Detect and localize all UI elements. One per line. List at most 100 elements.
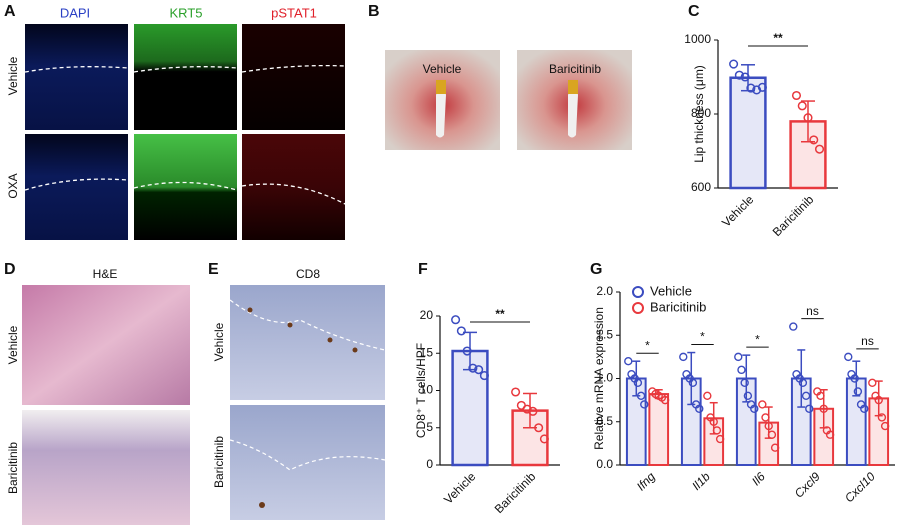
- panel-letter: F: [418, 261, 428, 278]
- y-tick-label: 1.0: [596, 371, 613, 385]
- ihc-images: [229, 285, 386, 520]
- data-point: [528, 406, 538, 416]
- data-point: [456, 326, 466, 336]
- data-point: [767, 430, 777, 439]
- data-point: [877, 413, 887, 422]
- x-tick-label: Il6: [749, 469, 768, 488]
- data-point: [816, 391, 825, 400]
- fluorescence-images: [24, 24, 346, 240]
- significance-label: *: [700, 330, 705, 344]
- x-tick-label: Il1b: [689, 469, 713, 493]
- data-point: [757, 82, 767, 92]
- column-label: DAPI: [60, 5, 90, 20]
- data-point: [825, 430, 835, 439]
- data-point: [853, 387, 863, 396]
- data-point: [750, 404, 759, 413]
- significance-label: ns: [861, 334, 874, 348]
- data-point: [789, 322, 798, 331]
- x-tick-label: Cxcl10: [842, 469, 878, 505]
- mouse-photos: [385, 50, 632, 150]
- data-point: [746, 83, 756, 93]
- significance-label: **: [773, 31, 783, 45]
- data-point: [803, 113, 813, 123]
- x-tick-label: Cxcl9: [792, 469, 823, 500]
- data-point: [743, 391, 753, 400]
- data-point: [797, 101, 807, 111]
- panel-title: H&E: [93, 267, 118, 281]
- y-tick-label: 1.5: [596, 327, 613, 341]
- data-point: [712, 426, 722, 435]
- data-point: [734, 70, 744, 80]
- data-point: [868, 378, 877, 388]
- bar: [648, 393, 670, 467]
- legend-marker: [632, 286, 644, 298]
- legend-label: Baricitinib: [650, 299, 706, 314]
- data-point: [468, 363, 478, 373]
- data-point: [734, 352, 743, 362]
- panel-letter: A: [4, 3, 16, 20]
- data-point: [805, 404, 814, 413]
- y-tick-label: 1000: [684, 32, 711, 46]
- data-point: [703, 391, 712, 400]
- data-point: [729, 59, 739, 69]
- data-point: [715, 434, 725, 444]
- row-label: Baricitinib: [6, 442, 20, 494]
- x-tick-label: Vehicle: [719, 192, 756, 229]
- data-point: [479, 371, 489, 381]
- significance-label: ns: [806, 304, 819, 318]
- x-tick-label: Baricitinib: [770, 192, 817, 239]
- data-point: [770, 443, 780, 452]
- y-tick-label: 2.0: [596, 284, 613, 298]
- data-point: [737, 365, 746, 375]
- histology-images: [22, 285, 190, 525]
- y-tick-label: 20: [420, 308, 434, 322]
- data-point: [511, 387, 521, 397]
- data-point: [462, 346, 472, 356]
- data-point: [761, 413, 770, 422]
- y-tick-label: 5: [426, 420, 433, 434]
- x-tick-label: Vehicle: [441, 469, 478, 506]
- data-point: [539, 434, 549, 444]
- y-tick-label: 15: [420, 345, 434, 359]
- row-label: Vehicle: [212, 322, 226, 361]
- y-tick-label: 0: [426, 457, 433, 471]
- data-point: [695, 404, 704, 413]
- row-label: Vehicle: [6, 325, 20, 364]
- data-point: [660, 395, 670, 405]
- data-point: [688, 378, 698, 388]
- data-point: [819, 404, 828, 413]
- column-label: KRT5: [170, 5, 203, 20]
- row-label: OXA: [6, 173, 20, 198]
- data-point: [740, 378, 749, 388]
- data-point: [874, 395, 883, 405]
- x-tick-label: Baricitinib: [492, 469, 539, 516]
- data-point: [814, 144, 825, 154]
- panel-letter: C: [688, 3, 700, 20]
- data-point: [636, 391, 646, 400]
- y-tick-label: 800: [691, 106, 711, 120]
- data-point: [801, 391, 811, 400]
- data-point: [860, 404, 869, 413]
- bar: [729, 76, 767, 190]
- data-point: [880, 421, 890, 431]
- column-label: pSTAT1: [271, 5, 317, 20]
- data-point: [451, 315, 461, 325]
- row-label: Vehicle: [6, 56, 20, 95]
- significance-label: *: [755, 332, 760, 346]
- panel-letter: D: [4, 261, 16, 278]
- data-point: [758, 400, 767, 409]
- legend-marker: [632, 302, 644, 314]
- data-point: [844, 352, 853, 362]
- data-point: [764, 421, 773, 431]
- data-point: [633, 378, 643, 388]
- y-tick-label: 0.0: [596, 457, 613, 471]
- y-tick-label: 0.5: [596, 414, 613, 428]
- data-point: [534, 423, 544, 433]
- y-tick-label: 600: [691, 180, 711, 194]
- data-point: [709, 417, 718, 426]
- y-axis-label: Relative mRNA expression: [592, 307, 606, 450]
- data-point: [798, 378, 808, 388]
- data-point: [740, 72, 750, 82]
- data-point: [640, 400, 649, 409]
